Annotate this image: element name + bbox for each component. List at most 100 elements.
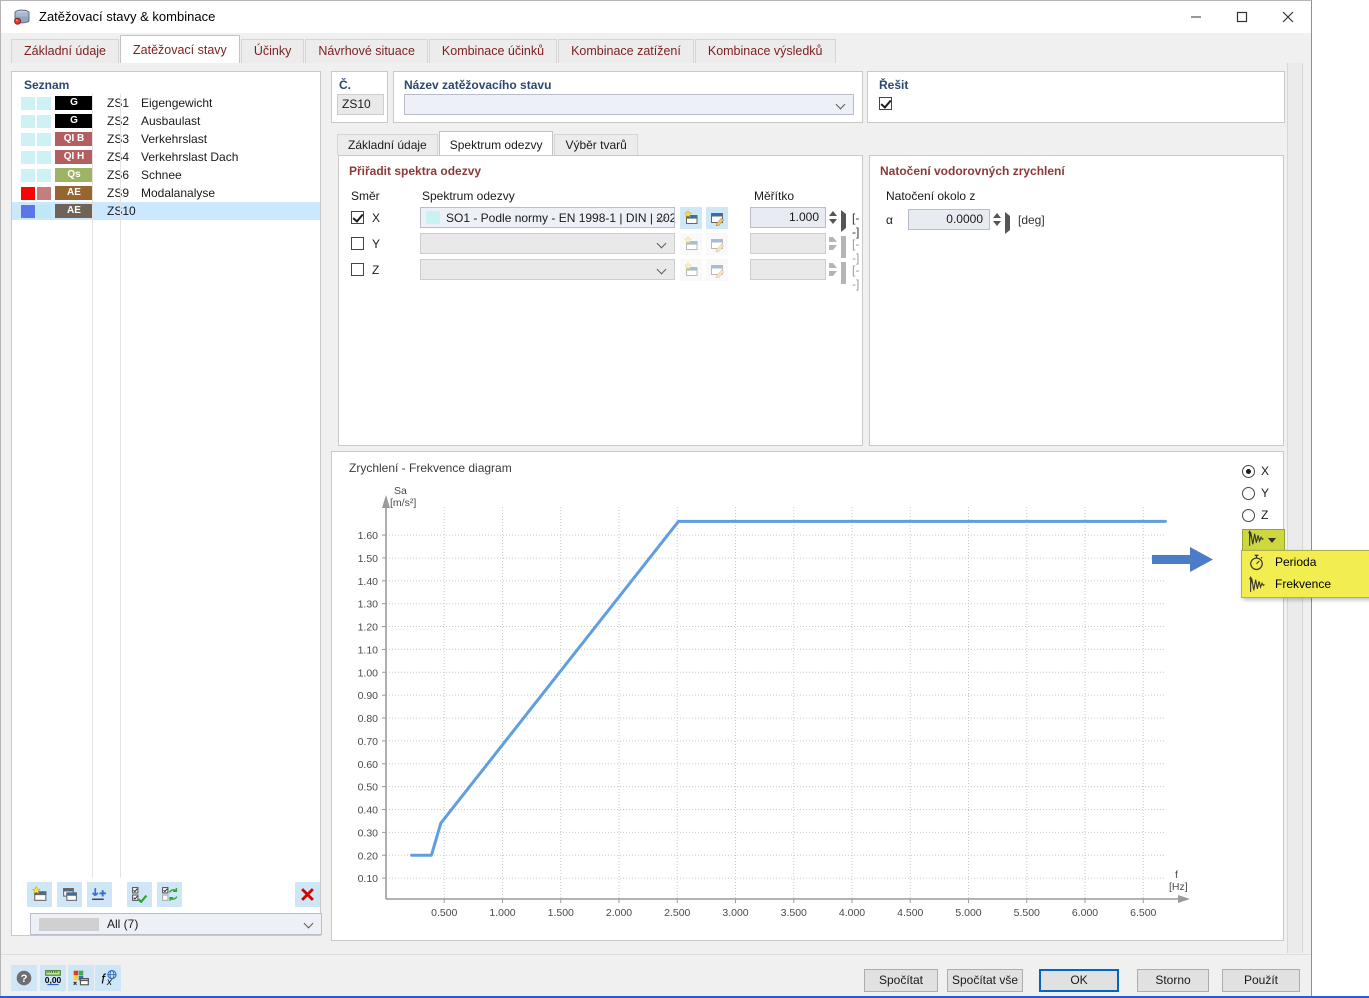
maximize-button[interactable]	[1219, 2, 1265, 32]
list-item[interactable]: G ZS2 Ausbaulast	[12, 112, 320, 130]
list-item[interactable]: QI B ZS3 Verkehrslast	[12, 130, 320, 148]
scale-expand-button[interactable]	[841, 262, 846, 284]
category-color-swatch	[37, 186, 51, 200]
solve-label: Řešit	[879, 78, 909, 92]
diagram-title: Zrychlení - Frekvence diagram	[349, 461, 512, 475]
category-color-swatch	[37, 204, 51, 218]
chevron-down-icon	[1268, 537, 1276, 543]
load-case-number-field[interactable]: ZS10	[337, 94, 384, 115]
alpha-field[interactable]: 0.0000	[908, 209, 990, 230]
subtab-spektrum-odezvy[interactable]: Spektrum odezvy	[438, 131, 554, 155]
alpha-expand-button[interactable]	[1005, 212, 1010, 234]
select-all-button[interactable]	[127, 882, 152, 907]
edit-spectrum-button[interactable]	[706, 207, 728, 229]
abscissa-toggle-button[interactable]	[1242, 529, 1285, 551]
help-button[interactable]: ?	[11, 965, 37, 991]
window-title: Zatěžovací stavy & kombinace	[39, 9, 216, 24]
svg-text:3.500: 3.500	[781, 907, 807, 919]
solve-checkbox[interactable]	[879, 97, 892, 110]
load-case-name: Modalanalyse	[141, 186, 216, 200]
svg-text:6.500: 6.500	[1130, 907, 1156, 919]
scale-field[interactable]	[750, 259, 826, 280]
direction-y-checkbox[interactable]	[351, 237, 364, 250]
tab-kombinace-vysledku[interactable]: Kombinace výsledků	[694, 39, 836, 63]
list-item[interactable]: AE ZS10	[12, 202, 320, 220]
subtab-vyber-tvaru[interactable]: Výběr tvarů	[554, 134, 638, 155]
minimize-button[interactable]	[1173, 2, 1219, 32]
svg-text:0.20: 0.20	[358, 850, 379, 862]
spocitat-button[interactable]: Spočítat	[864, 969, 938, 992]
waveform-icon	[1247, 530, 1264, 550]
subtab-zakladni-udaje[interactable]: Základní údaje	[337, 134, 438, 155]
scale-field[interactable]: 1.000	[750, 207, 826, 228]
direction-x-checkbox[interactable]	[351, 211, 364, 224]
load-cases-dialog: Zatěžovací stavy & kombinace Základní úd…	[0, 0, 1312, 996]
list-item[interactable]: QI H ZS4 Verkehrslast Dach	[12, 148, 320, 166]
tab-ucinky[interactable]: Účinky	[240, 39, 305, 63]
tab-kombinace-ucinku[interactable]: Kombinace účinků	[428, 39, 558, 63]
svg-text:0.40: 0.40	[358, 805, 379, 817]
svg-text:0,00: 0,00	[45, 975, 62, 985]
scale-spinner[interactable]	[827, 233, 838, 254]
svg-text:1.10: 1.10	[358, 644, 379, 656]
alpha-spinner[interactable]	[991, 209, 1002, 230]
scale-spinner[interactable]	[827, 207, 838, 228]
list-item[interactable]: Qs ZS6 Schnee	[12, 166, 320, 184]
spectrum-combobox[interactable]: SO1 - Podle normy - EN 1998-1 | DIN | 20…	[420, 207, 675, 228]
spectrum-combobox[interactable]	[420, 233, 675, 254]
edit-spectrum-button[interactable]	[706, 259, 728, 281]
direction-z-checkbox[interactable]	[351, 263, 364, 276]
spocitat-vse-button[interactable]: Spočítat vše	[947, 969, 1023, 992]
svg-text:1.40: 1.40	[358, 576, 379, 588]
scrollbar[interactable]	[1287, 63, 1303, 953]
scale-spinner[interactable]	[827, 259, 838, 280]
scale-field[interactable]	[750, 233, 826, 254]
tab-zakladni-udaje[interactable]: Základní údaje	[11, 39, 120, 63]
import-load-case-button[interactable]	[87, 882, 112, 907]
copy-load-case-button[interactable]	[57, 882, 82, 907]
svg-text:f: f	[1175, 869, 1178, 881]
svg-text:2.500: 2.500	[664, 907, 690, 919]
diagram-axis-radio-y[interactable]: Y	[1242, 485, 1269, 501]
tab-zatezovaci-stavy[interactable]: Zatěžovací stavy	[120, 35, 240, 63]
svg-text:3.000: 3.000	[722, 907, 748, 919]
invert-selection-button[interactable]	[157, 882, 182, 907]
new-spectrum-button[interactable]	[680, 233, 702, 255]
menu-item-frekvence[interactable]: Frekvence	[1242, 573, 1369, 595]
svg-text:0.500: 0.500	[431, 907, 457, 919]
new-spectrum-button[interactable]	[680, 259, 702, 281]
menu-item-label: Perioda	[1275, 555, 1317, 569]
list-item[interactable]: G ZS1 Eigengewicht	[12, 94, 320, 112]
load-case-id: ZS3	[107, 132, 130, 146]
ok-button[interactable]: OK	[1039, 969, 1119, 992]
diagram-axis-radio-x[interactable]: X	[1242, 463, 1269, 479]
close-button[interactable]	[1265, 2, 1311, 32]
action-category-badge: AE	[55, 204, 93, 218]
svg-text:1.20: 1.20	[358, 622, 379, 634]
edit-spectrum-button[interactable]	[706, 233, 728, 255]
list-item[interactable]: AE ZS9 Modalanalyse	[12, 184, 320, 202]
pouzit-button[interactable]: Použít	[1222, 969, 1300, 992]
display-settings-button[interactable]	[68, 965, 94, 991]
scale-expand-button[interactable]	[841, 210, 846, 232]
units-settings-button[interactable]: 0,00	[40, 965, 66, 991]
assign-spectra-group: Přiřadit spektra odezvy Směr Spektrum od…	[338, 155, 863, 446]
waveform-icon	[1248, 575, 1265, 593]
load-case-name-combobox[interactable]	[404, 94, 854, 115]
load-case-list: G ZS1 Eigengewicht G ZS2 Ausbaulast QI B ZS3 Ver…	[12, 94, 320, 220]
spectrum-value: SO1 - Podle normy - EN 1998-1 | DIN | 20…	[446, 210, 675, 225]
list-filter-combobox[interactable]: All (7)	[30, 913, 322, 935]
delete-button[interactable]	[295, 882, 320, 907]
new-spectrum-button[interactable]	[680, 207, 702, 229]
scale-expand-button[interactable]	[841, 236, 846, 258]
spectrum-combobox[interactable]	[420, 259, 675, 280]
title-bar[interactable]: Zatěžovací stavy & kombinace	[1, 1, 1311, 33]
diagram-axis-radio-z[interactable]: Z	[1242, 507, 1269, 523]
menu-item-perioda[interactable]: Perioda	[1242, 551, 1369, 573]
storno-button[interactable]: Storno	[1137, 969, 1209, 992]
svg-text:1.500: 1.500	[548, 907, 574, 919]
tab-navrhove-situace[interactable]: Návrhové situace	[305, 39, 428, 63]
tab-kombinace-zatizeni[interactable]: Kombinace zatížení	[558, 39, 694, 63]
new-load-case-button[interactable]	[27, 882, 52, 907]
